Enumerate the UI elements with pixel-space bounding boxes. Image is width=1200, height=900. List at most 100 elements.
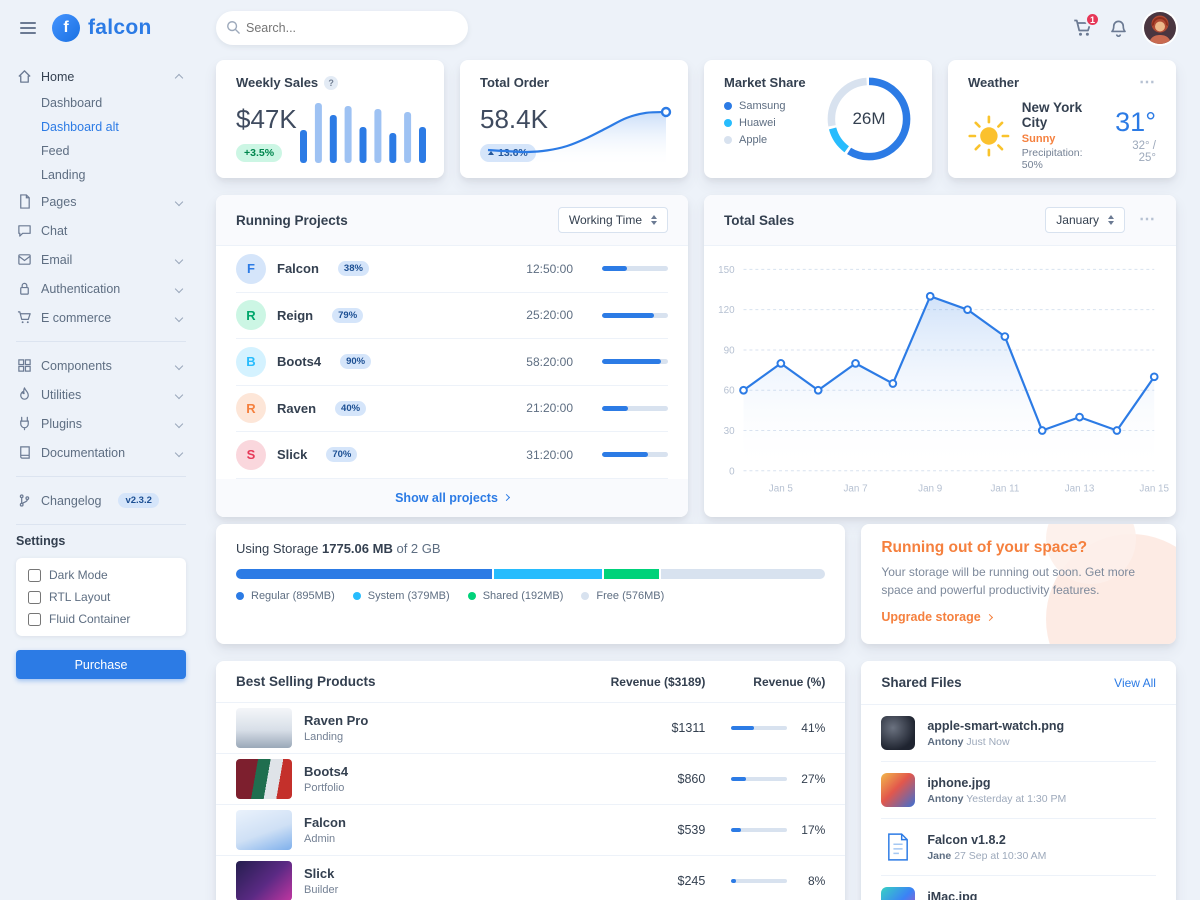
- sidebar-item-label: Changelog: [41, 493, 102, 508]
- weather-precipitation: Precipitation: 50%: [1021, 147, 1083, 171]
- help-icon[interactable]: ?: [324, 75, 339, 90]
- weekly-sales-card: Weekly Sales ? $47K +3.5%: [216, 60, 444, 178]
- sidebar-divider: [16, 476, 186, 477]
- select-caret-icon: [651, 215, 657, 225]
- storage-card: Using Storage 1775.06 MB of 2 GB Regular…: [216, 524, 846, 644]
- product-percent-text: 41%: [801, 721, 826, 735]
- sidebar-item-label: Utilities: [41, 387, 82, 402]
- sidebar-item-chat[interactable]: Chat: [16, 216, 186, 245]
- shared-files-title: Shared Files: [881, 675, 962, 690]
- running-projects-footer: Show all projects: [216, 478, 688, 517]
- menu-toggle-icon[interactable]: [16, 18, 40, 38]
- chevron-down-icon: [174, 313, 184, 322]
- sidebar-item-label: Home: [41, 69, 75, 84]
- sidebar-item-email[interactable]: Email: [16, 245, 186, 274]
- file-name[interactable]: iMac.jpg: [927, 889, 978, 900]
- product-progress-bar: [731, 828, 788, 832]
- purchase-button[interactable]: Purchase: [16, 650, 186, 679]
- file-info: iphone.jpg Antony Yesterday at 1:30 PM: [927, 776, 1066, 805]
- product-percent-text: 17%: [801, 823, 826, 837]
- sidebar-item-home[interactable]: Home: [16, 62, 186, 91]
- fluid-container-toggle[interactable]: Fluid Container: [28, 612, 174, 626]
- sidebar-item-documentation[interactable]: Documentation: [16, 438, 186, 467]
- list-item: Falcon v1.8.2 Jane 27 Sep at 10:30 AM: [881, 819, 1156, 876]
- select-caret-icon: [1108, 215, 1114, 225]
- svg-text:Jan 13: Jan 13: [1065, 484, 1095, 495]
- svg-text:Jan 5: Jan 5: [769, 484, 794, 495]
- market-share-card: Market Share Samsung Huawei Apple: [704, 60, 932, 178]
- product-category: Portfolio: [304, 782, 345, 794]
- dark-mode-toggle[interactable]: Dark Mode: [28, 568, 174, 582]
- product-name[interactable]: Falcon: [304, 815, 346, 830]
- toggle-label: Dark Mode: [49, 568, 108, 582]
- show-all-projects-link[interactable]: Show all projects: [395, 491, 510, 505]
- chevron-right-icon: [502, 493, 510, 502]
- select-value: January: [1056, 213, 1099, 227]
- file-name[interactable]: Falcon v1.8.2: [927, 832, 1006, 847]
- product-category: Landing: [304, 731, 344, 743]
- file-name[interactable]: iphone.jpg: [927, 775, 991, 790]
- card-title-row: Weekly Sales ?: [236, 75, 424, 90]
- sidebar-item-utilities[interactable]: Utilities: [16, 380, 186, 409]
- sidebar-item-feed[interactable]: Feed: [41, 144, 70, 158]
- project-name[interactable]: Boots4: [277, 354, 322, 370]
- cart-icon: [16, 310, 32, 325]
- project-name[interactable]: Reign: [277, 307, 314, 323]
- select-value: Working Time: [568, 213, 642, 227]
- brand-logo[interactable]: f falcon: [52, 14, 152, 42]
- rtl-layout-toggle[interactable]: RTL Layout: [28, 590, 174, 604]
- chevron-up-icon: [174, 73, 184, 83]
- upgrade-storage-link[interactable]: Upgrade storage: [881, 610, 993, 624]
- running-projects-header: Running Projects Working Time: [216, 195, 688, 246]
- file-name[interactable]: apple-smart-watch.png: [927, 718, 1065, 733]
- sidebar-item-dashboard[interactable]: Dashboard: [41, 96, 103, 110]
- list-item: iMac.jpg Rowen 23 Sep at 6:10 PM: [881, 876, 1156, 900]
- product-name[interactable]: Slick: [304, 866, 335, 881]
- sidebar-item-changelog[interactable]: Changelog v2.3.2: [16, 486, 186, 515]
- ellipsis-icon[interactable]: ⋯: [1139, 73, 1156, 91]
- sidebar-item-landing[interactable]: Landing: [41, 168, 86, 182]
- sidebar-item-plugins[interactable]: Plugins: [16, 409, 186, 438]
- month-select[interactable]: January: [1045, 207, 1125, 233]
- sidebar-item-ecommerce[interactable]: E commerce: [16, 303, 186, 332]
- sidebar-item-components[interactable]: Components: [16, 351, 186, 380]
- sidebar-item-authentication[interactable]: Authentication: [16, 274, 186, 303]
- kpi-row: Weekly Sales ? $47K +3.5% Total Order 58…: [216, 60, 1176, 178]
- chevron-down-icon: [174, 448, 184, 457]
- promo-title: Running out of your space?: [881, 539, 1088, 556]
- cart-button[interactable]: 1: [1073, 12, 1100, 38]
- legend-label: Free (576MB): [596, 590, 665, 602]
- fluid-checkbox[interactable]: [28, 612, 41, 626]
- sidebar-item-pages[interactable]: Pages: [16, 187, 186, 216]
- falcon-logo-icon: f: [52, 14, 80, 42]
- ellipsis-icon[interactable]: ⋯: [1139, 211, 1156, 228]
- rtl-checkbox[interactable]: [28, 590, 41, 604]
- legend-dot: [724, 136, 732, 144]
- file-thumbnail: [881, 773, 916, 807]
- user-avatar[interactable]: [1144, 12, 1176, 44]
- product-info: Raven Pro Landing: [304, 713, 555, 743]
- search-input[interactable]: [216, 11, 468, 45]
- project-name[interactable]: Falcon: [277, 261, 319, 277]
- legend-item-apple: Apple: [724, 134, 912, 146]
- weekly-sales-title: Weekly Sales: [236, 75, 319, 90]
- dark-mode-checkbox[interactable]: [28, 568, 41, 582]
- sidebar-item-dashboard-alt[interactable]: Dashboard alt: [41, 120, 119, 134]
- sidebar-item-label: E commerce: [41, 310, 112, 325]
- product-progress-bar: [731, 879, 788, 883]
- storage-row: Using Storage 1775.06 MB of 2 GB Regular…: [216, 524, 1176, 644]
- product-name[interactable]: Boots4: [304, 764, 349, 779]
- settings-panel: Dark Mode RTL Layout Fluid Container: [16, 558, 186, 636]
- email-icon: [16, 252, 32, 267]
- view-all-link[interactable]: View All: [1114, 675, 1156, 690]
- project-name[interactable]: Slick: [277, 447, 308, 463]
- project-name[interactable]: Raven: [277, 400, 317, 416]
- total-sales-chart-wrap: 0 30 60 90 120 150 Jan 5 Jan 7 Jan 9 Jan 11 Jan 13…: [704, 246, 1176, 509]
- product-name[interactable]: Raven Pro: [304, 713, 369, 728]
- sidebar-divider: [16, 341, 186, 342]
- notifications-button[interactable]: [1109, 19, 1128, 38]
- file-thumbnail: [881, 887, 916, 900]
- market-share-title: Market Share: [724, 75, 806, 90]
- working-time-select[interactable]: Working Time: [557, 207, 668, 233]
- running-projects-card: Running Projects Working Time F Falcon 3…: [216, 195, 688, 517]
